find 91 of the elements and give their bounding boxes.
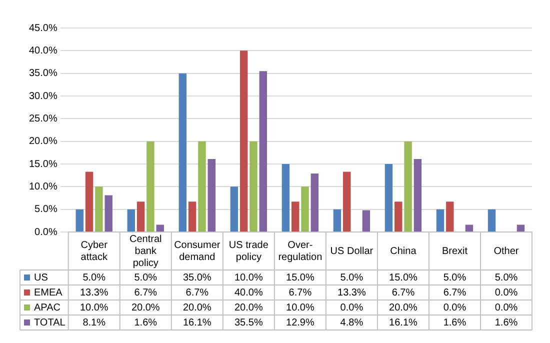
data-label: 8.1% — [82, 317, 106, 328]
x-tick-label: China — [390, 246, 417, 257]
bar — [240, 50, 248, 232]
data-label: 5.0% — [134, 272, 158, 284]
x-tick-label: US Dollar — [330, 246, 374, 257]
x-tick-label: US trade policy — [228, 240, 269, 263]
x-tick-label: Central bank policy — [130, 234, 162, 269]
y-tick-label: 35.0% — [28, 68, 58, 80]
x-tick-label: Cyber attack — [80, 240, 108, 263]
data-label: 6.7% — [443, 287, 466, 298]
y-tick-label: 15.0% — [28, 158, 58, 170]
data-label: 16.1% — [389, 317, 418, 328]
bar — [333, 209, 342, 232]
bar — [95, 186, 103, 232]
bar — [436, 209, 444, 232]
data-label: 10.0% — [80, 302, 108, 314]
data-label: 0.0% — [494, 302, 518, 314]
bar — [188, 202, 196, 232]
bar — [343, 172, 351, 232]
data-label: 5.0% — [494, 272, 518, 284]
bar — [404, 141, 412, 232]
data-label: 6.7% — [186, 287, 209, 298]
y-tick-label: 0.0% — [34, 226, 58, 238]
data-label: 35.0% — [182, 272, 212, 284]
bar — [414, 159, 422, 232]
data-label: 1.6% — [443, 317, 466, 328]
data-label: 40.0% — [234, 287, 263, 298]
data-label: 35.5% — [234, 317, 263, 328]
bar — [208, 159, 216, 232]
bar — [446, 202, 454, 232]
data-label: 20.0% — [182, 302, 212, 314]
data-label: 0.0% — [494, 287, 518, 298]
bar — [127, 209, 136, 232]
data-label: 1.6% — [134, 317, 158, 328]
data-label: 20.0% — [131, 302, 160, 314]
bar — [178, 73, 187, 232]
bar — [76, 209, 84, 232]
bar — [488, 209, 496, 232]
y-tick-label: 20.0% — [28, 136, 58, 148]
bar — [85, 172, 94, 232]
legend-label: EMEA — [34, 287, 63, 298]
bar — [259, 71, 268, 232]
bar — [156, 224, 164, 232]
data-label: 20.0% — [389, 302, 418, 314]
data-label: 5.0% — [443, 272, 466, 284]
x-tick-label: Other — [494, 246, 520, 257]
data-label: 6.7% — [134, 287, 158, 298]
data-label: 20.0% — [234, 302, 263, 314]
bar — [136, 202, 145, 232]
data-label: 16.1% — [182, 317, 212, 328]
data-label: 13.3% — [338, 287, 366, 298]
bar — [104, 195, 112, 232]
x-tick-label: Consumer demand — [174, 240, 221, 263]
bar — [394, 202, 402, 232]
data-label: 1.6% — [494, 317, 518, 328]
bar — [230, 186, 238, 232]
bar — [250, 141, 258, 232]
y-tick-label: 5.0% — [34, 204, 58, 216]
data-label: 4.8% — [340, 317, 364, 328]
legend-label: US — [34, 272, 48, 284]
bar — [198, 141, 206, 232]
data-label: 5.0% — [82, 272, 106, 284]
data-label: 0.0% — [340, 302, 364, 314]
bar — [384, 164, 393, 232]
data-label: 6.7% — [288, 287, 312, 298]
bar — [282, 164, 290, 232]
y-tick-label: 30.0% — [28, 90, 58, 102]
data-label: 10.0% — [234, 272, 263, 284]
data-label: 15.0% — [286, 272, 314, 284]
data-label: 5.0% — [340, 272, 364, 284]
bar — [310, 174, 319, 232]
y-tick-label: 25.0% — [28, 113, 58, 124]
x-tick-label: Over-regulation — [278, 240, 322, 263]
legend-label: APAC — [34, 302, 60, 314]
bar — [516, 224, 525, 232]
legend-label: TOTAL — [34, 317, 66, 328]
y-tick-label: 10.0% — [28, 181, 58, 192]
bar — [146, 141, 154, 232]
y-tick-label: 45.0% — [28, 22, 58, 34]
bar — [291, 202, 300, 232]
x-tick-label: Brexit — [442, 246, 468, 257]
y-tick-label: 40.0% — [28, 45, 58, 56]
data-label: 6.7% — [392, 287, 415, 298]
data-label: 12.9% — [286, 317, 314, 328]
data-label: 10.0% — [286, 302, 314, 314]
data-label: 0.0% — [443, 302, 466, 314]
data-label: 15.0% — [389, 272, 418, 284]
bar — [465, 224, 474, 232]
bar — [301, 186, 309, 232]
data-label: 13.3% — [80, 287, 108, 298]
bar — [362, 210, 370, 232]
